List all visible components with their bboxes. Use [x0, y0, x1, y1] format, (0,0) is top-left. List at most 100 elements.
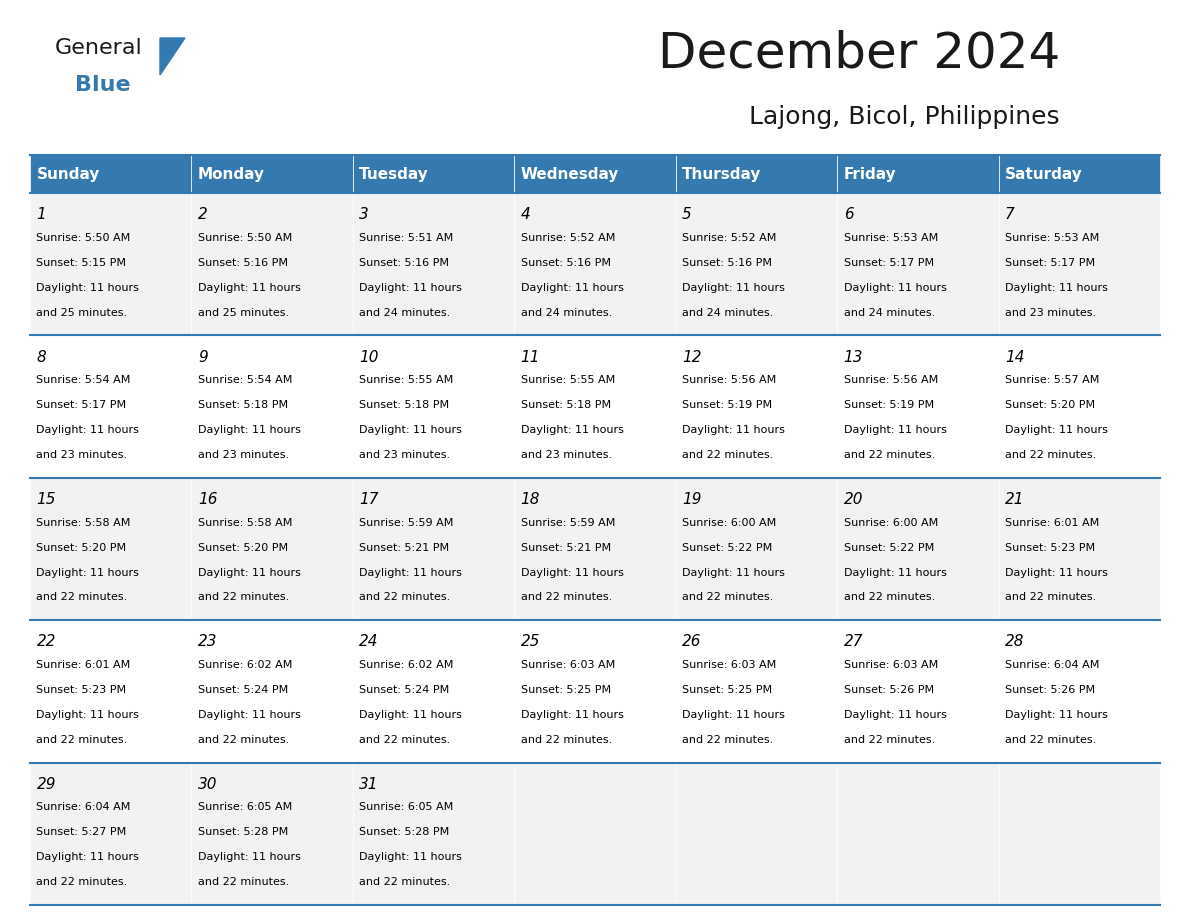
Text: 23: 23	[198, 634, 217, 649]
Text: Sunday: Sunday	[37, 166, 100, 182]
Text: 30: 30	[198, 777, 217, 792]
Text: Sunrise: 6:04 AM: Sunrise: 6:04 AM	[1005, 660, 1099, 670]
Text: Sunset: 5:18 PM: Sunset: 5:18 PM	[198, 400, 287, 410]
Text: Sunrise: 6:00 AM: Sunrise: 6:00 AM	[843, 518, 937, 528]
Text: and 22 minutes.: and 22 minutes.	[843, 450, 935, 460]
Text: Sunset: 5:22 PM: Sunset: 5:22 PM	[682, 543, 772, 553]
Bar	[676, 477, 838, 621]
Text: 25: 25	[520, 634, 541, 649]
Bar	[191, 155, 353, 193]
Bar	[838, 335, 999, 477]
Text: and 22 minutes.: and 22 minutes.	[682, 734, 773, 744]
Text: Sunrise: 5:57 AM: Sunrise: 5:57 AM	[1005, 375, 1099, 386]
Text: Daylight: 11 hours: Daylight: 11 hours	[520, 283, 624, 293]
Text: Sunrise: 6:04 AM: Sunrise: 6:04 AM	[37, 802, 131, 812]
Bar	[30, 763, 191, 905]
Text: Blue: Blue	[75, 75, 131, 95]
Text: Monday: Monday	[198, 166, 265, 182]
Text: Daylight: 11 hours: Daylight: 11 hours	[198, 425, 301, 435]
Text: Daylight: 11 hours: Daylight: 11 hours	[1005, 283, 1108, 293]
Text: Sunrise: 6:05 AM: Sunrise: 6:05 AM	[198, 802, 292, 812]
Text: Daylight: 11 hours: Daylight: 11 hours	[843, 567, 947, 577]
Text: Sunrise: 5:50 AM: Sunrise: 5:50 AM	[198, 233, 292, 243]
Text: 8: 8	[37, 350, 46, 364]
Text: and 22 minutes.: and 22 minutes.	[1005, 734, 1097, 744]
Text: and 24 minutes.: and 24 minutes.	[520, 308, 612, 318]
Text: Sunset: 5:27 PM: Sunset: 5:27 PM	[37, 827, 127, 837]
Text: Sunset: 5:19 PM: Sunset: 5:19 PM	[682, 400, 772, 410]
Bar	[353, 335, 514, 477]
Text: and 24 minutes.: and 24 minutes.	[843, 308, 935, 318]
Text: Sunrise: 5:52 AM: Sunrise: 5:52 AM	[520, 233, 615, 243]
Text: Sunset: 5:28 PM: Sunset: 5:28 PM	[198, 827, 289, 837]
Text: and 22 minutes.: and 22 minutes.	[843, 734, 935, 744]
Text: and 22 minutes.: and 22 minutes.	[198, 878, 289, 887]
Text: Sunset: 5:25 PM: Sunset: 5:25 PM	[682, 685, 772, 695]
Text: and 22 minutes.: and 22 minutes.	[198, 592, 289, 602]
Bar	[191, 621, 353, 763]
Bar	[676, 621, 838, 763]
Text: Daylight: 11 hours: Daylight: 11 hours	[520, 567, 624, 577]
Bar	[353, 193, 514, 335]
Text: 14: 14	[1005, 350, 1024, 364]
Text: Sunrise: 5:53 AM: Sunrise: 5:53 AM	[843, 233, 937, 243]
Text: Daylight: 11 hours: Daylight: 11 hours	[37, 283, 139, 293]
Text: Sunset: 5:17 PM: Sunset: 5:17 PM	[843, 258, 934, 268]
Bar	[353, 477, 514, 621]
Text: Daylight: 11 hours: Daylight: 11 hours	[359, 852, 462, 862]
Text: Daylight: 11 hours: Daylight: 11 hours	[359, 425, 462, 435]
Text: and 24 minutes.: and 24 minutes.	[682, 308, 773, 318]
Text: Sunset: 5:23 PM: Sunset: 5:23 PM	[1005, 543, 1095, 553]
Text: Daylight: 11 hours: Daylight: 11 hours	[843, 710, 947, 720]
Bar	[514, 621, 676, 763]
Text: and 22 minutes.: and 22 minutes.	[37, 592, 127, 602]
Bar	[838, 621, 999, 763]
Text: and 22 minutes.: and 22 minutes.	[520, 592, 612, 602]
Text: 19: 19	[682, 492, 702, 507]
Bar	[514, 763, 676, 905]
Text: Sunset: 5:22 PM: Sunset: 5:22 PM	[843, 543, 934, 553]
Text: and 22 minutes.: and 22 minutes.	[198, 734, 289, 744]
Text: and 22 minutes.: and 22 minutes.	[843, 592, 935, 602]
Bar	[514, 335, 676, 477]
Bar	[838, 193, 999, 335]
Bar	[191, 477, 353, 621]
Text: Daylight: 11 hours: Daylight: 11 hours	[198, 710, 301, 720]
Text: Sunrise: 5:54 AM: Sunrise: 5:54 AM	[198, 375, 292, 386]
Text: 20: 20	[843, 492, 864, 507]
Bar	[353, 763, 514, 905]
Bar	[30, 621, 191, 763]
Text: Sunset: 5:18 PM: Sunset: 5:18 PM	[359, 400, 449, 410]
Text: Sunrise: 6:02 AM: Sunrise: 6:02 AM	[359, 660, 454, 670]
Bar	[838, 155, 999, 193]
Text: Sunset: 5:20 PM: Sunset: 5:20 PM	[198, 543, 287, 553]
Text: Daylight: 11 hours: Daylight: 11 hours	[682, 425, 785, 435]
Text: Sunrise: 5:52 AM: Sunrise: 5:52 AM	[682, 233, 777, 243]
Text: Sunrise: 5:58 AM: Sunrise: 5:58 AM	[37, 518, 131, 528]
Text: Sunrise: 6:03 AM: Sunrise: 6:03 AM	[682, 660, 777, 670]
Text: and 22 minutes.: and 22 minutes.	[37, 878, 127, 887]
Text: Sunrise: 5:54 AM: Sunrise: 5:54 AM	[37, 375, 131, 386]
Text: Sunset: 5:23 PM: Sunset: 5:23 PM	[37, 685, 127, 695]
Text: Tuesday: Tuesday	[359, 166, 429, 182]
Text: Sunrise: 5:59 AM: Sunrise: 5:59 AM	[359, 518, 454, 528]
Text: Lajong, Bicol, Philippines: Lajong, Bicol, Philippines	[750, 105, 1060, 129]
Text: Daylight: 11 hours: Daylight: 11 hours	[37, 567, 139, 577]
Text: Sunrise: 6:03 AM: Sunrise: 6:03 AM	[843, 660, 937, 670]
Text: and 24 minutes.: and 24 minutes.	[359, 308, 450, 318]
Text: 4: 4	[520, 207, 531, 222]
Text: 31: 31	[359, 777, 379, 792]
Text: Daylight: 11 hours: Daylight: 11 hours	[520, 710, 624, 720]
Text: 7: 7	[1005, 207, 1015, 222]
Text: Sunrise: 5:56 AM: Sunrise: 5:56 AM	[682, 375, 777, 386]
Text: Sunset: 5:26 PM: Sunset: 5:26 PM	[843, 685, 934, 695]
Text: Sunrise: 6:03 AM: Sunrise: 6:03 AM	[520, 660, 615, 670]
Text: 28: 28	[1005, 634, 1024, 649]
Text: and 22 minutes.: and 22 minutes.	[359, 734, 450, 744]
Text: Daylight: 11 hours: Daylight: 11 hours	[198, 852, 301, 862]
Text: Wednesday: Wednesday	[520, 166, 619, 182]
Text: and 22 minutes.: and 22 minutes.	[359, 592, 450, 602]
Text: Sunrise: 5:55 AM: Sunrise: 5:55 AM	[520, 375, 615, 386]
Text: Sunset: 5:26 PM: Sunset: 5:26 PM	[1005, 685, 1095, 695]
Bar	[514, 477, 676, 621]
